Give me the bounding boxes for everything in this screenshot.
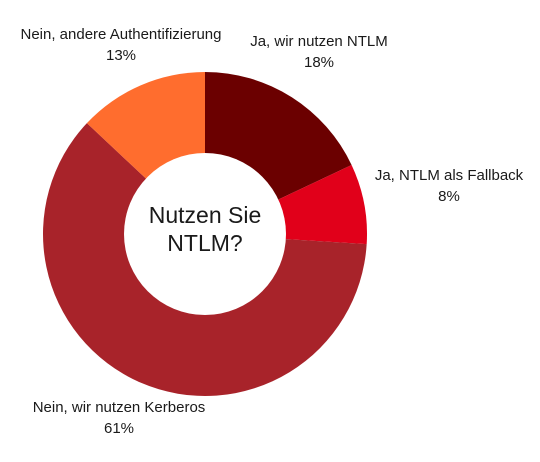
slice-value-kerberos: 61% <box>104 420 134 437</box>
center-title-line-1: Nutzen Sie <box>149 202 262 228</box>
slice-label-fallback: Ja, NTLM als Fallback <box>375 167 524 184</box>
slice-value-fallback: 8% <box>438 188 460 205</box>
slice-label-kerberos: Nein, wir nutzen Kerberos <box>33 399 206 416</box>
center-title-line-2: NTLM? <box>167 230 242 256</box>
slice-value-ntlm: 18% <box>304 54 334 71</box>
slice-label-other-auth: Nein, andere Authentifizierung <box>21 26 222 43</box>
donut-hole <box>124 153 286 315</box>
slice-label-ntlm: Ja, wir nutzen NTLM <box>250 33 388 50</box>
slice-value-other-auth: 13% <box>106 47 136 64</box>
